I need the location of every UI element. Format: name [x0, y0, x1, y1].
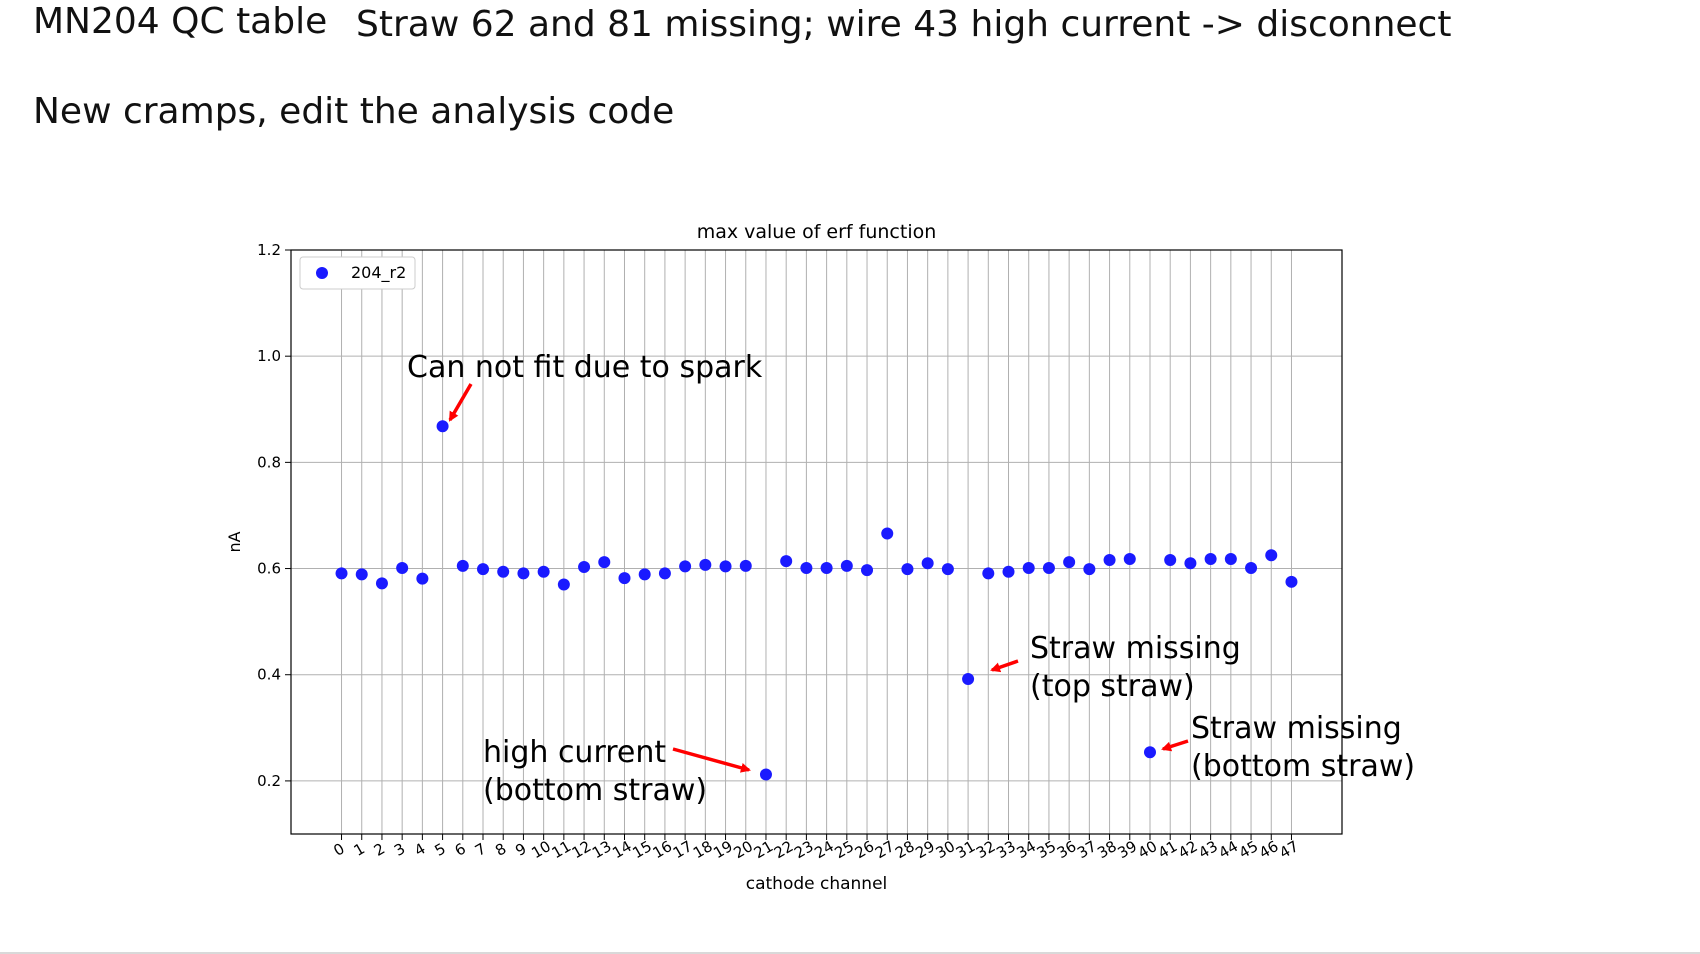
data-point — [840, 559, 853, 572]
data-point — [739, 559, 752, 572]
data-point — [1063, 556, 1076, 569]
data-point — [881, 527, 894, 540]
legend-box — [299, 256, 416, 290]
data-point — [941, 563, 954, 576]
data-point — [375, 577, 388, 590]
data-point — [861, 564, 874, 577]
annotation-text: high current — [483, 735, 666, 770]
data-point — [780, 555, 793, 568]
data-point — [1022, 562, 1035, 575]
x-tick-label: 47 — [1276, 837, 1302, 862]
slide-note: New cramps, edit the analysis code — [33, 91, 675, 132]
data-point — [1224, 552, 1237, 565]
data-point — [658, 567, 671, 580]
x-tick-label: 3 — [391, 839, 408, 859]
data-point — [1265, 549, 1278, 562]
x-tick-label: 9 — [512, 839, 529, 859]
annotation-text: Straw missing — [1030, 631, 1241, 666]
x-tick-label: 4 — [411, 839, 428, 859]
annotation-text: Straw missing — [1191, 711, 1402, 746]
annotation-text: (bottom straw) — [483, 773, 707, 808]
y-tick-label: 1.0 — [257, 347, 281, 365]
slide-bottom-rule — [0, 952, 1700, 954]
annotation-text: (bottom straw) — [1191, 749, 1415, 784]
x-tick-label: 5 — [431, 839, 448, 859]
data-point — [1204, 552, 1217, 565]
data-point — [335, 567, 348, 580]
data-point — [1184, 557, 1197, 570]
data-point — [962, 672, 975, 685]
annotation-arrow — [672, 747, 751, 773]
x-tick-label: 6 — [452, 839, 469, 859]
data-point — [436, 420, 449, 433]
x-tick-label: 1 — [351, 839, 368, 859]
plot-frame — [290, 249, 1343, 835]
annotation-arrow — [990, 659, 1019, 673]
y-tick-label: 0.6 — [257, 560, 281, 578]
data-point — [1164, 554, 1177, 567]
legend-marker — [316, 267, 328, 279]
annotation-arrow — [1161, 739, 1189, 752]
data-point — [1245, 562, 1258, 575]
data-point — [517, 567, 530, 580]
y-tick-label: 0.8 — [257, 453, 281, 471]
data-point — [1103, 554, 1116, 567]
data-point — [1143, 746, 1156, 759]
data-point — [699, 558, 712, 571]
data-point — [557, 578, 570, 591]
x-tick-label: 0 — [330, 839, 347, 859]
data-point — [477, 563, 490, 576]
slide-title: MN204 QC table — [33, 1, 328, 42]
x-axis-label: cathode channel — [746, 874, 888, 894]
data-point — [800, 562, 813, 575]
data-point — [497, 565, 510, 578]
data-point — [355, 568, 368, 581]
annotation-text: Can not fit due to spark — [407, 350, 763, 385]
data-point — [820, 562, 833, 575]
data-point — [618, 572, 631, 585]
y-tick-label: 0.2 — [257, 772, 281, 790]
x-tick-label: 2 — [371, 839, 388, 859]
annotation-text: (top straw) — [1030, 669, 1195, 704]
data-point — [759, 768, 772, 781]
x-tick-label: 8 — [492, 839, 509, 859]
data-point — [1002, 565, 1015, 578]
annotation-arrow — [448, 383, 473, 422]
y-tick-label: 1.2 — [257, 241, 281, 259]
legend-label: 204_r2 — [351, 263, 406, 283]
data-point — [456, 559, 469, 572]
data-point — [1285, 575, 1298, 588]
data-point — [679, 560, 692, 573]
y-axis-label: nA — [225, 531, 244, 552]
x-tick-label: 7 — [472, 839, 489, 859]
data-point — [1083, 563, 1096, 576]
data-point — [901, 563, 914, 576]
data-point — [719, 560, 732, 573]
data-point — [982, 567, 995, 580]
data-point — [578, 560, 591, 573]
y-tick-label: 0.4 — [257, 666, 281, 684]
data-point — [598, 556, 611, 569]
data-point — [1123, 552, 1136, 565]
data-point — [1042, 562, 1055, 575]
chart-title: max value of erf function — [697, 221, 937, 243]
data-point — [921, 557, 934, 570]
data-point — [537, 565, 550, 578]
data-point — [638, 568, 651, 581]
data-point — [416, 572, 429, 585]
data-point — [396, 562, 409, 575]
slide-subtitle: Straw 62 and 81 missing; wire 43 high cu… — [356, 4, 1452, 45]
